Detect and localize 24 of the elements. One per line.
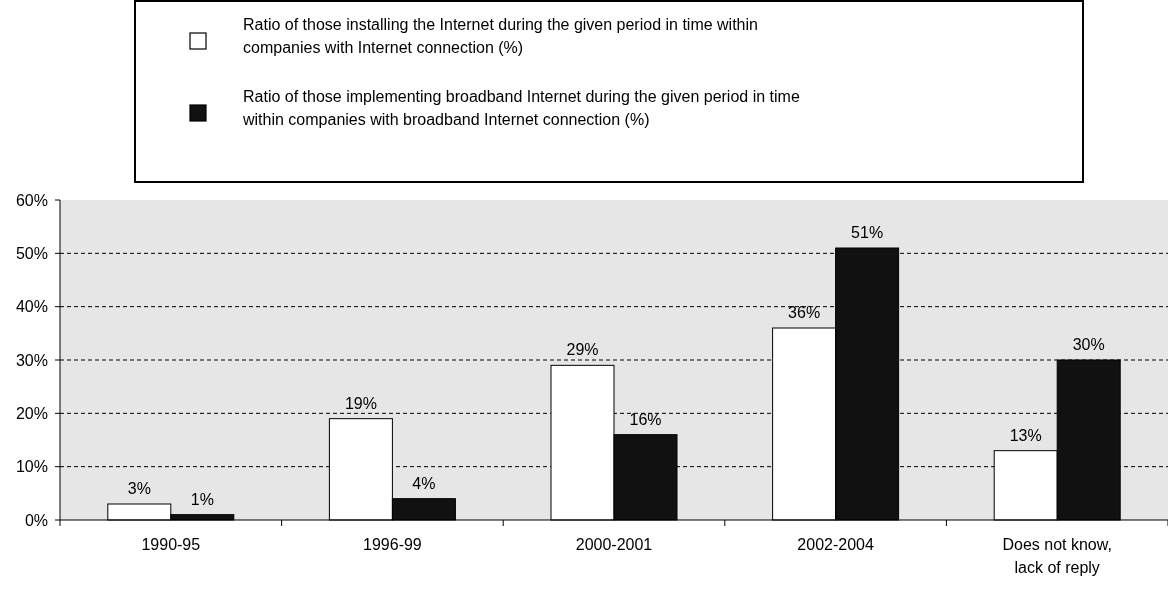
- x-tick-label: 2000-2001: [575, 536, 653, 553]
- data-label: 3%: [127, 480, 151, 497]
- y-tick-label: 60%: [15, 191, 48, 209]
- y-tick-label: 50%: [15, 244, 48, 262]
- y-tick-label: 20%: [15, 404, 48, 422]
- data-label: 13%: [1009, 426, 1042, 444]
- x-tick-label: Does not know, lack of reply: [1002, 536, 1112, 576]
- data-label: 4%: [412, 474, 436, 492]
- y-tick-label: 30%: [15, 351, 48, 369]
- x-tick-label: 1996-99: [363, 536, 422, 553]
- y-tick-label: 0%: [24, 511, 48, 529]
- x-tick-label: 2002-2004: [797, 536, 874, 553]
- y-tick-label: 10%: [15, 458, 48, 476]
- data-label: 16%: [629, 410, 662, 428]
- data-label: 36%: [788, 304, 821, 321]
- legend-label: Ratio of those implementing broadband Internet during the given period in time within companies with broadband Internet connection (%): [242, 88, 800, 128]
- legend-label: Ratio of those installing the Internet during the given period in time within companies with Internet connection (%): [243, 16, 758, 56]
- data-label: 51%: [851, 224, 884, 241]
- data-label: 1%: [190, 490, 214, 508]
- x-tick-label: 1990-95: [141, 536, 201, 553]
- data-label: 19%: [344, 394, 377, 412]
- data-label: 29%: [566, 341, 599, 359]
- data-label: 30%: [1072, 336, 1105, 353]
- y-tick-label: 40%: [15, 298, 48, 316]
